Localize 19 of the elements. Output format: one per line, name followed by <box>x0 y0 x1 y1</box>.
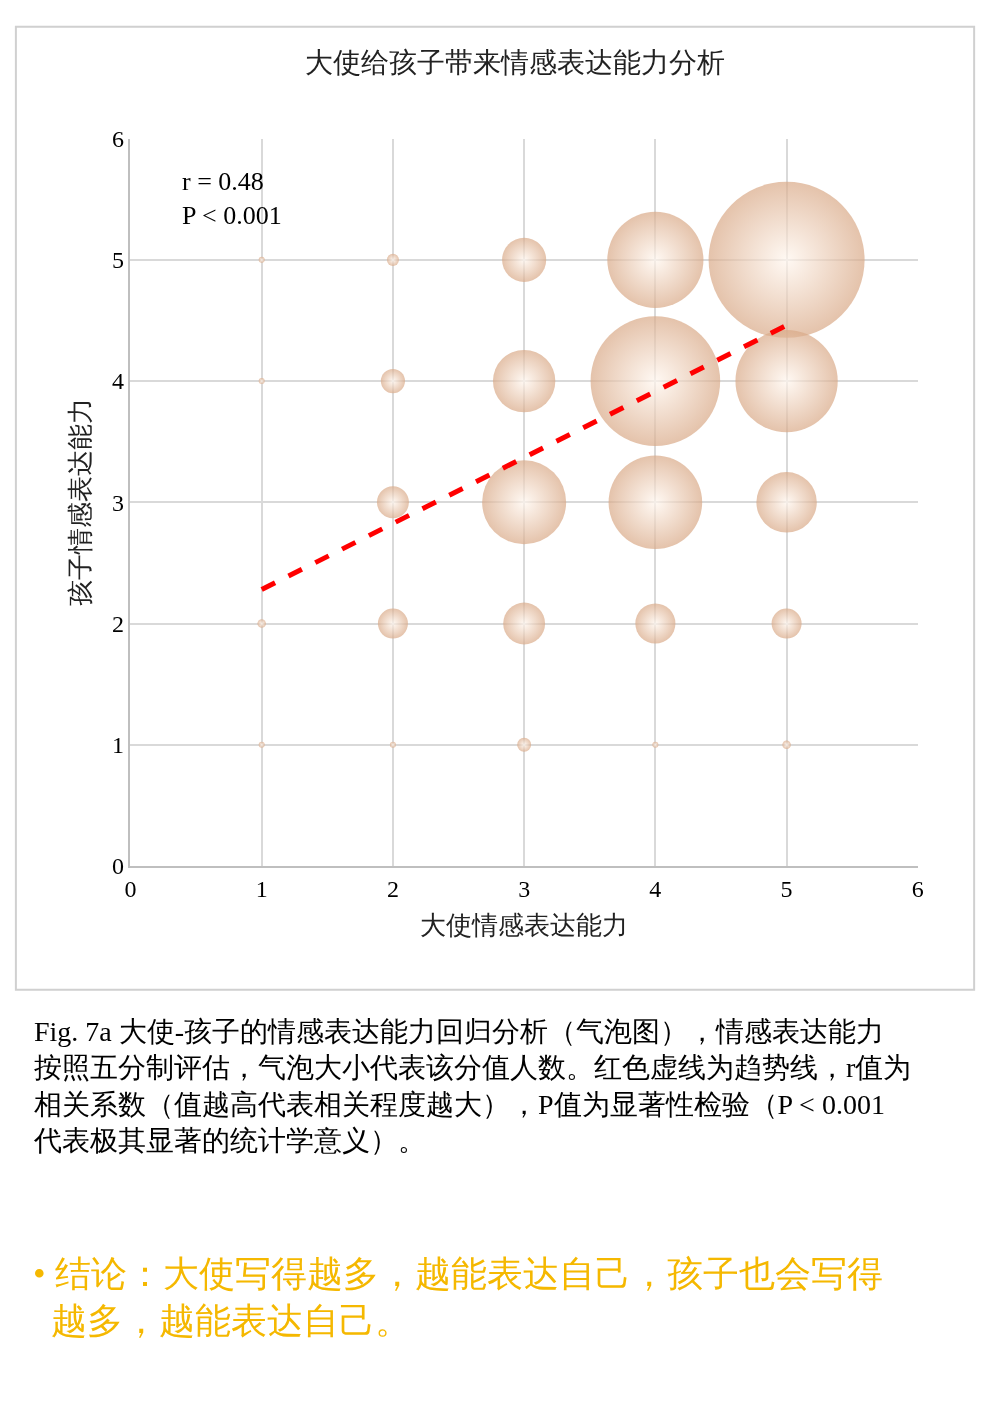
y-tick-label: 6 <box>111 126 124 153</box>
y-tick-label: 4 <box>111 368 124 395</box>
y-tick-label: 5 <box>111 247 124 274</box>
x-tick-label: 3 <box>518 875 531 902</box>
x-tick-label: 6 <box>911 875 924 902</box>
chart-title: 大使给孩子带来情感表达能力分析 <box>305 46 726 78</box>
annotation: r = 0.48 P < 0.001 <box>182 167 282 230</box>
x-tick-label: 2 <box>386 875 399 902</box>
y-tick-label: 0 <box>111 853 124 880</box>
caption: Fig. 7a 大使-孩子的情感表达能力回归分析（气泡图），情感表达能力按照五分制评估，气泡大小代表该分值人数。红色虚线为趋势线，r值为相关系数（值越高代表相关程度越大），P值为显著性检验（P < 0.001 代表极其显著的统计学意义）。 <box>33 1016 912 1157</box>
x-tick-label: 5 <box>780 875 793 902</box>
y-axis-title: 孩子情感表达能力 <box>65 398 95 607</box>
x-tick-label: 1 <box>255 875 268 902</box>
x-tick-label: 4 <box>649 875 662 902</box>
x-axis-title: 大使情感表达能力 <box>420 910 629 940</box>
text: • 结论：大使写得越多，越能表达自己，孩子也会写得越多，越能表达自己。 <box>33 1254 883 1341</box>
y-tick-label: 1 <box>111 732 124 759</box>
y-tick-label: 2 <box>111 610 124 637</box>
y-tick-label: 3 <box>111 489 124 516</box>
